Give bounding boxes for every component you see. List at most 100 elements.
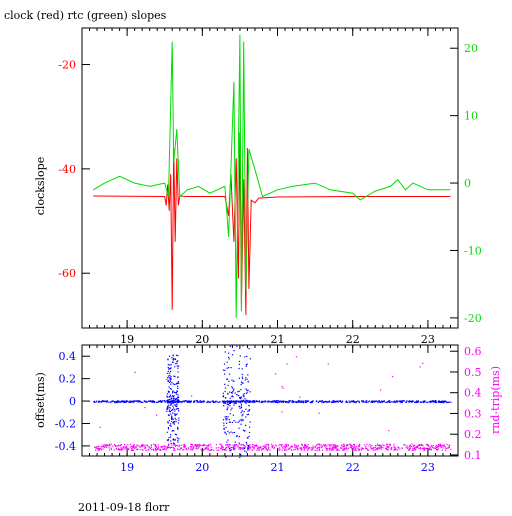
offset-point (228, 356, 230, 358)
offset-point (445, 401, 447, 403)
offset-point (206, 401, 208, 403)
offset-point (225, 397, 227, 399)
rnd-trip-point (307, 449, 309, 451)
offset-point (249, 426, 251, 428)
offset-point (394, 400, 396, 402)
offset-point (168, 391, 170, 393)
rnd-trip-point (295, 356, 297, 358)
rnd-trip-point (420, 448, 422, 450)
rnd-trip-point (308, 446, 310, 449)
offset-point (372, 401, 374, 403)
rnd-trip-point (394, 448, 396, 450)
rnd-trip-point (110, 448, 112, 450)
rnd-trip-point (273, 446, 275, 449)
offset-point (409, 400, 411, 402)
offset-point (169, 424, 171, 427)
rnd-trip-point (319, 443, 321, 445)
rnd-trip-point (155, 447, 158, 449)
rnd-trip-point (437, 444, 439, 446)
rnd-trip-point (326, 448, 328, 450)
rnd-trip-point (127, 449, 130, 451)
offset-point (260, 401, 262, 404)
offset-point (248, 405, 250, 407)
rnd-trip-point (366, 447, 368, 450)
rnd-trip-point (171, 446, 173, 448)
offset-point (225, 426, 227, 429)
rnd-trip-point (226, 446, 228, 448)
offset-point (140, 400, 142, 403)
rnd-trip-point (163, 447, 165, 450)
offset-point (178, 399, 180, 401)
offset-point (309, 401, 311, 404)
offset-point (251, 400, 253, 402)
rnd-trip-point (134, 447, 136, 450)
rnd-trip-point (307, 445, 309, 448)
offset-point (167, 359, 169, 361)
offset-point (435, 400, 437, 402)
offset-point (229, 401, 231, 403)
rnd-trip-point (297, 448, 299, 450)
offset-point (222, 392, 224, 394)
offset-point (167, 421, 169, 423)
rnd-trip-point (257, 449, 259, 451)
rnd-trip-point (195, 445, 197, 447)
offset-point (250, 401, 252, 403)
offset-point (168, 419, 170, 422)
offset-point (244, 398, 246, 400)
offset-point (426, 401, 428, 403)
offset-point (167, 390, 169, 392)
offset-point (424, 400, 426, 402)
rnd-trip-point (378, 447, 380, 449)
offset-point (167, 370, 169, 372)
rnd-trip-point (341, 445, 343, 447)
offset-point (324, 401, 327, 403)
rnd-trip-point (404, 444, 406, 446)
offset-point (247, 374, 249, 376)
rnd-trip-point (422, 444, 424, 447)
rnd-trip-point (196, 448, 198, 450)
offset-point (168, 410, 170, 412)
offset-point (245, 365, 247, 367)
rnd-trip-point (377, 447, 379, 449)
offset-point (298, 400, 300, 402)
x-tick-label: 23 (421, 333, 435, 346)
y2-tick-label: -20 (464, 312, 482, 325)
offset-point (234, 401, 236, 403)
offset-point (228, 421, 231, 423)
offset-point (173, 391, 175, 393)
rnd-trip-point (179, 444, 181, 446)
rnd-trip-point (354, 446, 356, 448)
y2-tick-label: 0.3 (464, 407, 482, 420)
offset-point (170, 375, 172, 378)
offset-point (215, 400, 217, 402)
rnd-trip-point (240, 447, 242, 449)
offset-point (168, 368, 170, 370)
offset-point (174, 366, 176, 368)
rnd-trip-point (289, 448, 291, 450)
offset-point (361, 401, 364, 403)
offset-point (227, 384, 229, 386)
offset-point (389, 401, 391, 403)
offset-point (171, 415, 173, 417)
offset-point (177, 355, 179, 357)
offset-point (240, 423, 242, 425)
offset-point (372, 400, 374, 402)
offset-point (270, 401, 272, 403)
offset-point (177, 381, 179, 383)
rnd-trip-point (426, 444, 428, 446)
offset-point (227, 416, 229, 418)
rnd-trip-point (417, 445, 419, 447)
rnd-trip-point (335, 445, 337, 447)
rnd-trip-point (271, 443, 273, 445)
rnd-trip-point (257, 446, 259, 448)
rnd-trip-point (326, 449, 328, 451)
offset-point (237, 391, 239, 393)
x-tick-label: 20 (195, 461, 209, 474)
offset-point (174, 410, 176, 412)
rnd-trip-point (255, 445, 257, 448)
rnd-trip-point (163, 448, 165, 451)
offset-point (239, 347, 241, 349)
rnd-trip-point (436, 444, 438, 446)
offset-point (311, 400, 313, 403)
rnd-trip-point (284, 449, 286, 451)
